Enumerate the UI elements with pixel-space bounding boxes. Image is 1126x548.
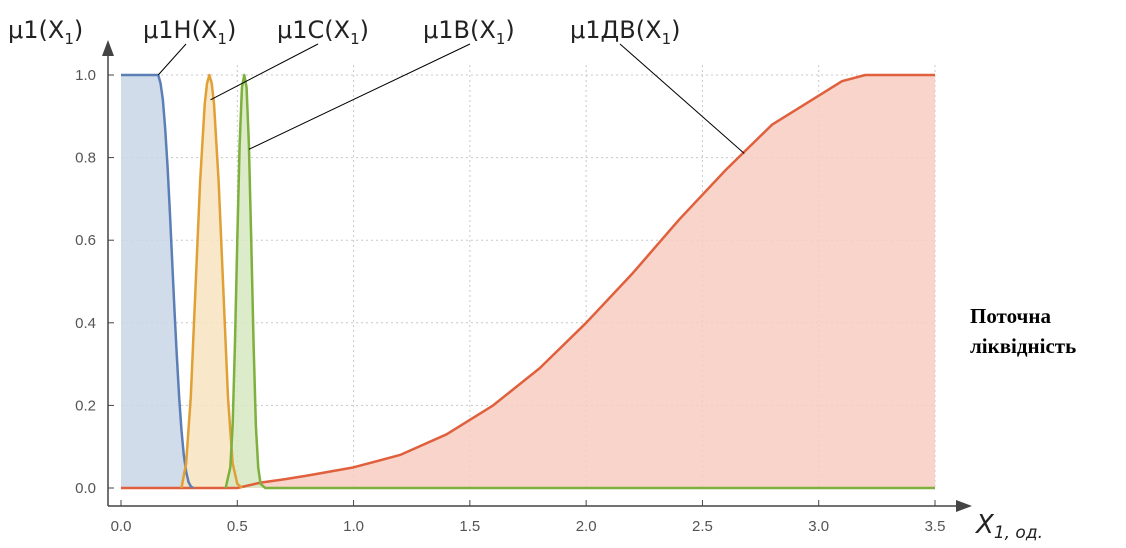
x-tick-label: 3.0 [808, 518, 829, 535]
series-areas [121, 75, 935, 488]
side-note-line-1: Поточна [970, 304, 1051, 328]
x-tick-label: 2.5 [692, 518, 713, 535]
series-line-2 [180, 73, 243, 489]
leader-lines [157, 43, 745, 154]
y-tick-label: 1.0 [75, 67, 96, 84]
x-axis-arrow [956, 500, 972, 512]
x-tick-label: 1.5 [459, 518, 480, 535]
series-line-1 [121, 73, 194, 490]
y-axis-label: μ1(X1) [8, 16, 83, 48]
series-label-4: μ1ДВ(X1) [570, 16, 680, 48]
y-axis-arrow [102, 40, 114, 56]
series-label-1: μ1Н(X1) [143, 16, 236, 48]
series-lines [121, 73, 935, 490]
y-tick-label: 0.0 [75, 480, 96, 497]
series-line-4 [121, 73, 935, 490]
x-tick-label: 0.0 [111, 518, 132, 535]
series-labels: μ1Н(X1) μ1С(X1) μ1В(X1) μ1ДВ(X1) μ1(X1) X1, о… [8, 16, 1043, 543]
x-tick-label: 3.5 [925, 518, 946, 535]
leader-line-2 [210, 43, 319, 101]
x-tick-label: 1.0 [343, 518, 364, 535]
leader-line-3 [248, 43, 471, 150]
x-axis-label: X1, од. [974, 510, 1043, 543]
leader-line-4 [619, 43, 745, 154]
y-tick-label: 0.6 [75, 232, 96, 249]
series-area-1 [121, 75, 194, 488]
series-label-2: μ1С(X1) [277, 16, 369, 48]
series-line-3 [224, 73, 935, 490]
axes [102, 40, 972, 512]
side-note: Поточна ліквідність [970, 301, 1120, 361]
y-tick-label: 0.8 [75, 150, 96, 167]
series-label-3: μ1В(X1) [423, 16, 515, 48]
y-tick-label: 0.2 [75, 397, 96, 414]
side-note-line-2: ліквідність [970, 334, 1077, 358]
x-tick-label: 2.0 [576, 518, 597, 535]
series-area-4 [121, 75, 935, 488]
y-tick-label: 0.4 [75, 315, 96, 332]
leader-line-1 [157, 43, 187, 76]
tick-labels: 0.0 0.5 1.0 1.5 2.0 2.5 3.0 3.5 0.0 0.2 0.4 0.6 0.8 1… [75, 67, 945, 535]
x-tick-label: 0.5 [227, 518, 248, 535]
